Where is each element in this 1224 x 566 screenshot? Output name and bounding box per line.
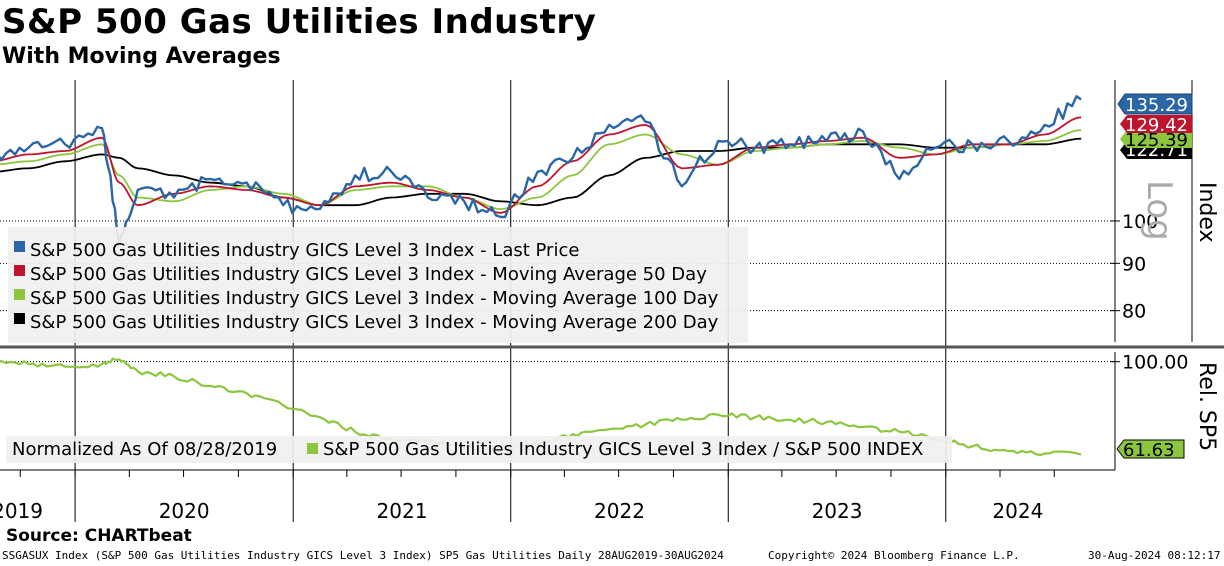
chart-title: S&P 500 Gas Utilities Industry xyxy=(2,2,597,42)
series-ma100-line xyxy=(0,129,1082,210)
tag-ma50: 129.42 xyxy=(1120,115,1192,136)
x-tick-label-2024: 2024 xyxy=(992,499,1043,523)
x-tick-label-2019: 2019 xyxy=(0,499,43,523)
tag-ma100-value: 125.39 xyxy=(1125,130,1188,151)
legend-swatch-relative xyxy=(307,443,318,454)
tag-ma100: 125.39 xyxy=(1120,130,1192,151)
source-note: Source: CHARTbeat xyxy=(6,526,192,546)
lower-y-axis-label: Rel. SP5 xyxy=(1194,362,1219,451)
upper-y-axis-label: Index xyxy=(1194,182,1219,243)
x-tick-label-2022: 2022 xyxy=(594,499,645,523)
legend-label-relative: S&P 500 Gas Utilities Industry GICS Leve… xyxy=(323,439,923,460)
lower-legend-box xyxy=(6,436,952,463)
tag-relative: 61.63 xyxy=(1116,439,1185,461)
series-last-price-line xyxy=(0,95,1082,247)
x-tick-label-2021: 2021 xyxy=(377,499,428,523)
footer-timestamp: 30-Aug-2024 08:12:17 xyxy=(1088,549,1221,562)
footer-series-info: SSGASUX Index (S&P 500 Gas Utilities Ind… xyxy=(2,549,724,562)
x-tick-label-2023: 2023 xyxy=(812,499,863,523)
upper-y-tick-label-100: 100 xyxy=(1122,211,1158,233)
legend-label-last-price: S&P 500 Gas Utilities Industry GICS Leve… xyxy=(30,240,579,261)
lower-panel-grid: 100.00 xyxy=(0,352,1188,374)
tag-last-price: 135.29 xyxy=(1117,93,1193,116)
upper-legend-box xyxy=(8,227,748,343)
lower-y-tick-label-100: 100.00 xyxy=(1122,352,1188,374)
legend-label-ma200: S&P 500 Gas Utilities Industry GICS Leve… xyxy=(30,312,719,333)
legend-label-ma50: S&P 500 Gas Utilities Industry GICS Leve… xyxy=(30,264,707,285)
normalization-note: Normalized As Of 08/28/2019 xyxy=(12,439,277,460)
tag-last-price-value: 135.29 xyxy=(1125,95,1188,116)
upper-y-tick-label-80: 80 xyxy=(1122,301,1146,323)
footer-copyright: Copyright© 2024 Bloomberg Finance L.P. xyxy=(768,549,1020,562)
legend-swatch-ma200 xyxy=(14,313,25,324)
legend-swatch-ma50 xyxy=(14,265,25,276)
legend-label-ma100: S&P 500 Gas Utilities Industry GICS Leve… xyxy=(30,288,719,309)
last-value-tags: 122.71 125.39 129.42 135.29 61.63 xyxy=(1116,93,1193,461)
x-tick-label-2020: 2020 xyxy=(159,499,210,523)
upper-legend: S&P 500 Gas Utilities Industry GICS Leve… xyxy=(14,240,719,333)
tag-relative-value: 61.63 xyxy=(1123,440,1175,461)
chart-subtitle: With Moving Averages xyxy=(2,44,281,69)
log-scale-label: Log xyxy=(1139,180,1179,241)
tag-ma50-value: 129.42 xyxy=(1125,115,1188,136)
lower-legend: Normalized As Of 08/28/2019 S&P 500 Gas … xyxy=(12,439,923,460)
upper-y-tick-label-90: 90 xyxy=(1122,253,1146,275)
legend-swatch-ma100 xyxy=(14,289,25,300)
legend-swatch-last-price xyxy=(14,241,25,252)
